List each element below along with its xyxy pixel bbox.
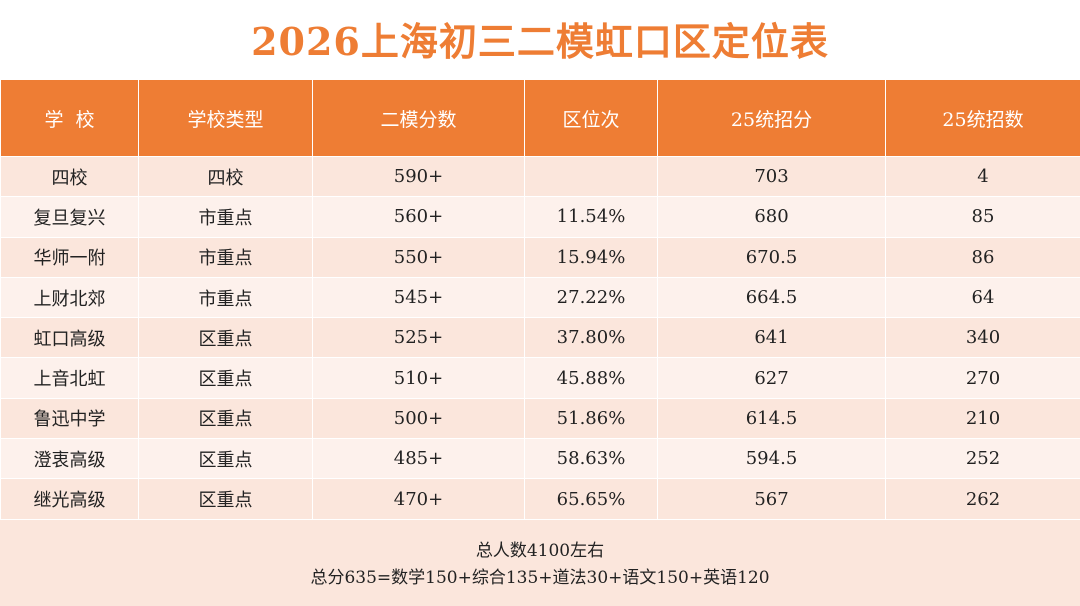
table-row: 虹口高级 区重点 525+ 37.80% 641 340 [0,317,1080,359]
school-type-cell: 市重点 [138,276,313,319]
district-rank-cell: 27.22% [524,276,658,319]
admission-score-cell: 627 [657,357,886,399]
mock-score-cell: 590+ [312,155,525,198]
admission-score-cell: 594.5 [657,438,886,480]
admission-score-cell: 641 [657,317,886,359]
district-rank-cell: 11.54% [524,196,658,238]
table-row: 澄衷高级 区重点 485+ 58.63% 594.5 252 [0,438,1080,480]
mock-score-cell: 470+ [312,478,525,520]
admission-count-cell: 85 [885,196,1080,238]
mock-score-cell: 525+ [312,317,525,359]
mock-score-cell: 560+ [312,196,525,238]
district-rank-cell: 15.94% [524,236,658,278]
school-type-cell: 区重点 [138,438,313,480]
school-name-cell: 华师一附 [0,236,139,278]
admission-score-cell: 664.5 [657,276,886,319]
mock-score-cell: 500+ [312,397,525,440]
admission-count-cell: 340 [885,317,1080,359]
column-header-admission-count: 25统招数 [885,80,1080,157]
admission-count-cell: 86 [885,236,1080,278]
table-row: 上音北虹 区重点 510+ 45.88% 627 270 [0,357,1080,399]
admission-count-cell: 252 [885,438,1080,480]
mock-score-cell: 510+ [312,357,525,399]
school-name-cell: 虹口高级 [0,317,139,359]
admission-count-cell: 64 [885,276,1080,319]
admission-count-cell: 262 [885,478,1080,520]
school-type-cell: 区重点 [138,317,313,359]
footer-score-formula: 总分635=数学150+综合135+道法30+语文150+英语120 [310,567,770,588]
school-type-cell: 区重点 [138,397,313,440]
admission-score-cell: 703 [657,155,886,198]
district-rank-cell: 51.86% [524,397,658,440]
column-header-school: 学 校 [0,80,139,157]
footer-note: 总人数4100左右 总分635=数学150+综合135+道法30+语文150+英… [0,519,1080,606]
mock-score-cell: 550+ [312,236,525,278]
column-header-school-type: 学校类型 [138,80,313,157]
column-header-admission-score: 25统招分 [657,80,886,157]
admission-count-cell: 270 [885,357,1080,399]
admission-score-cell: 614.5 [657,397,886,440]
school-name-cell: 继光高级 [0,478,139,520]
school-type-cell: 区重点 [138,478,313,520]
page-title: 2026上海初三二模虹口区定位表 [251,19,829,64]
district-rank-cell: 45.88% [524,357,658,399]
admission-count-cell: 4 [885,155,1080,198]
school-type-cell: 市重点 [138,236,313,278]
table-row: 鲁迅中学 区重点 500+ 51.86% 614.5 210 [0,397,1080,440]
column-header-district-rank: 区位次 [524,80,658,157]
table-row: 四校 四校 590+ 703 4 [0,155,1080,198]
school-name-cell: 澄衷高级 [0,438,139,480]
table-body: 四校 四校 590+ 703 4 复旦复兴 市重点 560+ 11.54% 680 85 华师一附 市重… [0,155,1080,520]
table-row: 上财北郊 市重点 545+ 27.22% 664.5 64 [0,276,1080,319]
table-row: 继光高级 区重点 470+ 65.65% 567 262 [0,478,1080,520]
school-type-cell: 区重点 [138,357,313,399]
district-rank-cell: 37.80% [524,317,658,359]
school-name-cell: 上财北郊 [0,276,139,319]
school-name-cell: 鲁迅中学 [0,397,139,440]
district-rank-cell [524,155,658,198]
mock-score-cell: 485+ [312,438,525,480]
school-type-cell: 市重点 [138,196,313,238]
admission-count-cell: 210 [885,397,1080,440]
ranking-table: 学 校 学校类型 二模分数 区位次 25统招分 25统招数 四校 四校 590+ 70… [0,80,1080,520]
school-name-cell: 上音北虹 [0,357,139,399]
column-header-mock-score: 二模分数 [312,80,525,157]
table-header-row: 学 校 学校类型 二模分数 区位次 25统招分 25统招数 [0,80,1080,157]
school-type-cell: 四校 [138,155,313,198]
school-name-cell: 四校 [0,155,139,198]
footer-total-count: 总人数4100左右 [475,540,605,561]
table-row: 复旦复兴 市重点 560+ 11.54% 680 85 [0,196,1080,238]
admission-score-cell: 680 [657,196,886,238]
district-rank-cell: 65.65% [524,478,658,520]
admission-score-cell: 567 [657,478,886,520]
admission-score-cell: 670.5 [657,236,886,278]
table-row: 华师一附 市重点 550+ 15.94% 670.5 86 [0,236,1080,278]
mock-score-cell: 545+ [312,276,525,319]
district-rank-cell: 58.63% [524,438,658,480]
school-name-cell: 复旦复兴 [0,196,139,238]
